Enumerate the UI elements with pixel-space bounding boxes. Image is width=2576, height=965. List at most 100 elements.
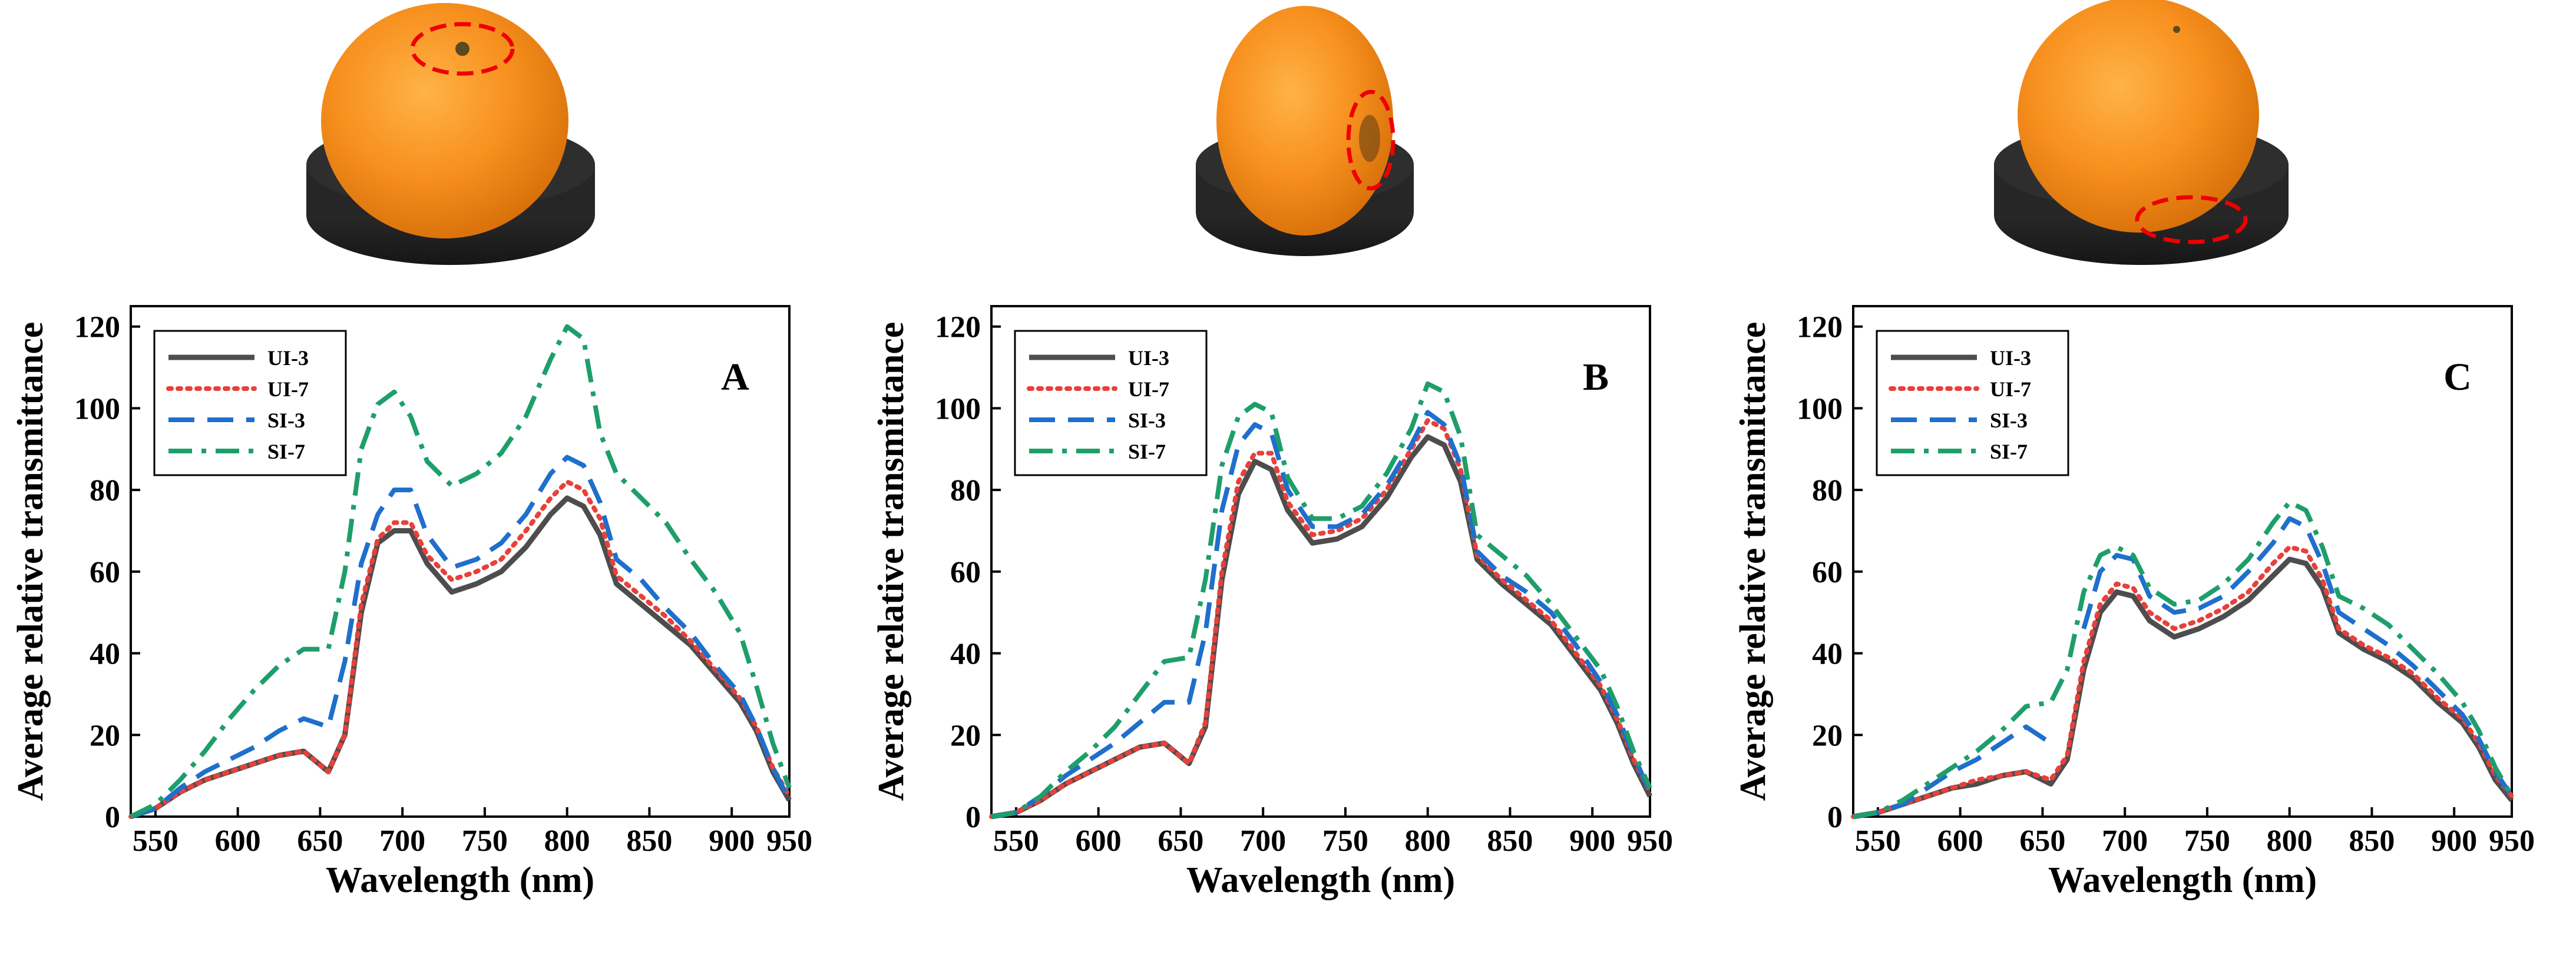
series-line-si-7 [130, 324, 792, 819]
chart-panel-c: 0 20 40 60 80 100 120 550 600 650 700 750 800 850 900 9… [1733, 305, 2535, 900]
x-tick-label: 650 [1158, 824, 1203, 858]
series-line-si-3 [130, 455, 792, 819]
series-line-si-3 [1853, 516, 2514, 819]
x-tick-label: 800 [544, 824, 590, 858]
x-tick-label: 900 [1569, 824, 1615, 858]
panel-letter: A [721, 356, 749, 399]
y-axis-label: Average relative transmittance [11, 322, 51, 801]
y-tick-label: 120 [1797, 311, 1843, 344]
y-tick-label: 20 [90, 719, 120, 752]
y-tick-label: 0 [105, 801, 120, 834]
photo-c [1994, 0, 2289, 265]
x-tick-label: 750 [2184, 824, 2230, 858]
y-tick-label: 80 [1812, 474, 1843, 508]
x-axis-label: Wavelength (nm) [326, 860, 594, 900]
x-tick-label: 650 [2019, 824, 2065, 858]
x-tick-label: 850 [626, 824, 672, 858]
legend-entry: SI-7 [1990, 440, 2028, 463]
y-tick-label: 60 [1812, 556, 1843, 589]
y-tick-label: 80 [90, 474, 120, 508]
y-tick-label: 60 [90, 556, 120, 589]
legend-box [153, 330, 347, 476]
defect-circle [2135, 195, 2248, 244]
legend-entry: UI-7 [267, 377, 309, 401]
photo-b [1196, 6, 1414, 256]
legend-entry: SI-3 [1990, 409, 2028, 432]
photo-a [306, 3, 595, 265]
orange-fruit [1216, 6, 1393, 236]
legend-box [1876, 330, 2069, 476]
x-axis-label: Wavelength (nm) [1186, 860, 1455, 900]
y-tick-label: 40 [90, 638, 120, 671]
legend-entry: SI-7 [267, 440, 305, 463]
y-axis-label: Average relative transmittance [1733, 322, 1773, 801]
defect-circle [1346, 89, 1396, 191]
y-tick-label: 80 [950, 474, 981, 508]
x-axis-label: Wavelength (nm) [2048, 860, 2317, 900]
y-tick-label: 40 [950, 638, 981, 671]
x-tick-label: 550 [133, 824, 178, 858]
defect-circle [410, 22, 515, 76]
series-line-ui-7 [1851, 545, 2514, 819]
series-line-si-7 [991, 381, 1652, 819]
orange-fruit [2018, 0, 2259, 233]
x-tick-label: 700 [379, 824, 425, 858]
y-tick-label: 20 [1812, 719, 1843, 752]
x-tick-label: 950 [766, 824, 812, 858]
x-tick-label: 850 [2349, 824, 2395, 858]
x-tick-label: 550 [993, 824, 1039, 858]
y-tick-label: 60 [950, 556, 981, 589]
legend-entry: SI-3 [267, 409, 305, 432]
series-line-ui-3 [1853, 556, 2514, 820]
legend-entry: UI-3 [1128, 346, 1169, 370]
x-tick-label: 950 [1627, 824, 1673, 858]
y-tick-label: 120 [935, 311, 981, 344]
series-line-ui-3 [130, 495, 792, 820]
legend-entry: UI-7 [1990, 377, 2031, 401]
legend-entry: UI-3 [1990, 346, 2031, 370]
plot-frame [1852, 305, 2513, 818]
y-tick-label: 120 [74, 311, 120, 344]
y-tick-label: 40 [1812, 638, 1843, 671]
x-tick-label: 700 [2102, 824, 2148, 858]
chart-panel-b: 0 20 40 60 80 100 120 550 600 650 700 750 800 850 900 9… [871, 305, 1673, 900]
x-tick-label: 600 [215, 824, 261, 858]
y-tick-label: 0 [1827, 801, 1843, 834]
y-tick-label: 100 [1797, 392, 1843, 426]
x-tick-label: 900 [709, 824, 755, 858]
x-tick-label: 650 [297, 824, 343, 858]
bruise-mark [1359, 115, 1380, 162]
panel-letter: B [1583, 356, 1609, 399]
panel-letter: C [2443, 356, 2472, 399]
series-line-ui-3 [991, 434, 1653, 820]
chart-panel-a: 0 20 40 60 80 100 120 550 600 650 700 750 800 850 900 9… [11, 305, 812, 900]
plot-frame [990, 305, 1651, 818]
x-tick-label: 800 [1405, 824, 1451, 858]
y-axis-label: Average relative transmittance [871, 322, 911, 801]
series-line-si-7 [1853, 499, 2514, 819]
legend-entry: SI-7 [1128, 440, 1166, 463]
y-tick-label: 20 [950, 719, 981, 752]
x-tick-label: 800 [2267, 824, 2313, 858]
plot-frame [130, 305, 791, 818]
legend-entry: UI-3 [267, 346, 309, 370]
calyx-mark [2173, 26, 2180, 33]
x-tick-label: 600 [1076, 824, 1122, 858]
y-tick-label: 100 [74, 392, 120, 426]
x-tick-label: 750 [462, 824, 508, 858]
calyx-mark [455, 42, 469, 56]
x-tick-label: 750 [1322, 824, 1368, 858]
y-tick-label: 100 [935, 392, 981, 426]
series-line-ui-7 [989, 418, 1652, 819]
x-tick-label: 850 [1487, 824, 1533, 858]
orange-fruit [321, 3, 568, 238]
legend-entry: UI-7 [1128, 377, 1169, 401]
y-tick-label: 0 [965, 801, 981, 834]
legend-entry: SI-3 [1128, 409, 1166, 432]
x-tick-label: 700 [1240, 824, 1286, 858]
legend-box [1014, 330, 1208, 476]
series-line-si-3 [991, 410, 1652, 819]
x-tick-label: 950 [2489, 824, 2535, 858]
x-tick-label: 550 [1855, 824, 1901, 858]
